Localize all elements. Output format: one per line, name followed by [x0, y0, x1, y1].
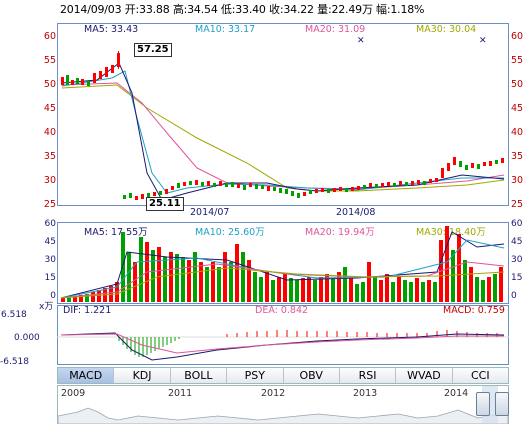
price-tick: 50	[511, 79, 524, 90]
low-value: 33.40	[235, 3, 266, 16]
price-ma30-label: MA30: 30.04	[416, 24, 477, 35]
close-value: 34.22	[283, 3, 314, 16]
price-tick: 45	[511, 103, 524, 114]
price-tick: 60	[43, 31, 56, 42]
tab-kdj[interactable]: KDJ	[114, 368, 171, 383]
macd-dif-label: DIF: 1.221	[63, 305, 112, 316]
volume-value: 22.49万	[331, 3, 373, 16]
volume-bars	[61, 226, 503, 302]
vol-ma30-label: MA30: 18.40万	[416, 227, 486, 238]
tab-macd[interactable]: MACD	[58, 368, 115, 383]
macd-dea-line	[60, 333, 504, 354]
volume-tick: 60	[511, 219, 523, 229]
low-price-tag: 25.11	[146, 197, 184, 211]
volume-axis-right: 60 45 30 15 0	[511, 219, 527, 309]
split-marker-icon: ✕	[479, 36, 487, 46]
vol-ma20-line	[60, 261, 505, 299]
vol-ma30-line	[60, 267, 505, 299]
macd-dea-label: DEA: 0.842	[255, 305, 309, 316]
vol-ma5-line	[60, 231, 505, 299]
indicator-tabs: MACD KDJ BOLL PSY OBV RSI WVAD CCI	[57, 367, 509, 384]
nav-year: 2011	[168, 388, 193, 399]
price-date-label: 2014/08	[336, 207, 376, 218]
split-marker-icon: ✕	[357, 36, 365, 46]
volume-tick: 30	[44, 255, 56, 265]
volume-chart	[60, 226, 505, 302]
ma10-line	[61, 70, 504, 194]
volume-tick: 45	[44, 237, 56, 247]
price-panel[interactable]	[57, 23, 509, 206]
price-axis-right: 60 55 50 45 40 35 30 25	[511, 31, 527, 211]
macd-tick: -6.518	[0, 357, 30, 367]
volume-tick: 30	[511, 255, 523, 265]
volume-axis-left: 60 45 30 15 0	[36, 219, 56, 309]
price-axis-left: 60 55 50 45 40 35 30 25	[36, 31, 56, 211]
tab-rsi[interactable]: RSI	[340, 368, 397, 383]
navigator-sparkline	[58, 407, 508, 424]
volume-tick: 45	[511, 237, 523, 247]
navigator-right-handle[interactable]	[495, 392, 509, 416]
high-value: 34.54	[187, 3, 218, 16]
price-tick: 40	[43, 127, 56, 138]
nav-year: 2013	[353, 388, 378, 399]
price-tick: 45	[43, 103, 56, 114]
volume-tick: 60	[44, 219, 56, 229]
price-tick: 35	[43, 151, 56, 162]
time-navigator[interactable]: 2009 2011 2012 2013 2014	[57, 385, 509, 424]
ma30-line	[61, 84, 505, 192]
quote-date: 2014/09/03	[60, 3, 122, 16]
macd-tick: 0.000	[14, 333, 40, 343]
vol-ma10-label: MA10: 25.60万	[195, 227, 265, 238]
tab-wvad[interactable]: WVAD	[396, 368, 453, 383]
price-ma20-label: MA20: 31.09	[305, 24, 366, 35]
price-tick: 55	[511, 55, 524, 66]
macd-value-label: MACD: 0.759	[443, 305, 505, 316]
nav-year: 2009	[61, 388, 86, 399]
price-tick: 55	[43, 55, 56, 66]
volume-tick: 15	[44, 273, 56, 283]
volume-unit-label: x万	[39, 302, 54, 312]
volume-tick: 0	[511, 291, 517, 301]
vol-ma20-label: MA20: 19.94万	[305, 227, 375, 238]
volume-tick: 15	[511, 273, 523, 283]
price-tick: 60	[511, 31, 524, 42]
price-ma5-label: MA5: 33.43	[84, 24, 139, 35]
price-tick: 40	[511, 127, 524, 138]
tab-psy[interactable]: PSY	[227, 368, 284, 383]
navigator-left-handle[interactable]	[476, 392, 490, 416]
nav-year: 2012	[261, 388, 286, 399]
ma20-line	[61, 82, 505, 190]
vol-ma5-label: MA5: 17.55万	[84, 227, 148, 238]
nav-year: 2014	[444, 388, 469, 399]
price-date-label: 2014/07	[190, 207, 230, 218]
candles	[61, 51, 504, 200]
tab-boll[interactable]: BOLL	[171, 368, 228, 383]
price-chart: ✕ ✕	[61, 36, 505, 201]
volume-tick: 0	[50, 291, 56, 301]
quote-header: 2014/09/03 开:33.88 高:34.54 低:33.40 收:34.…	[60, 3, 425, 16]
price-tick: 25	[511, 199, 524, 210]
macd-chart	[57, 330, 509, 361]
open-value: 33.88	[139, 3, 170, 16]
macd-tick: 6.518	[1, 310, 27, 320]
price-tick: 30	[43, 175, 56, 186]
price-tick: 35	[511, 151, 524, 162]
price-tick: 30	[511, 175, 524, 186]
price-tick: 50	[43, 79, 56, 90]
change-value: 1.18%	[390, 3, 425, 16]
macd-panel[interactable]	[57, 305, 509, 365]
tab-obv[interactable]: OBV	[284, 368, 340, 383]
high-price-tag: 57.25	[134, 43, 172, 57]
price-ma10-label: MA10: 33.17	[195, 24, 256, 35]
tab-cci[interactable]: CCI	[471, 369, 490, 382]
price-tick: 25	[43, 199, 56, 210]
